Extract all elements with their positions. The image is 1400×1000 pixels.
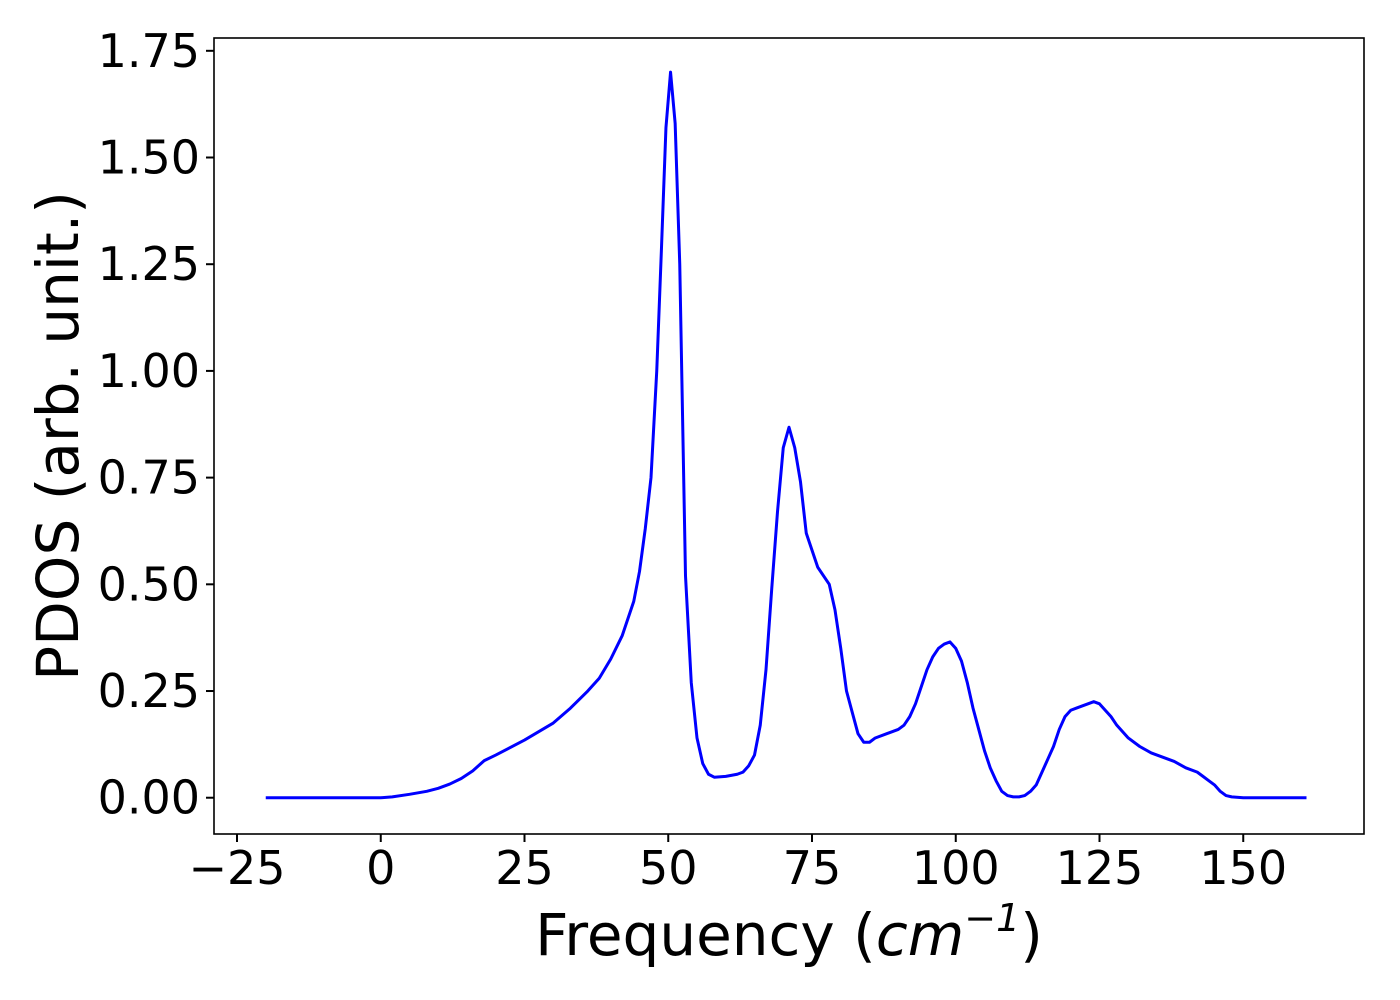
y-tick-label: 1.50 <box>98 131 200 185</box>
y-tick-label: 1.25 <box>98 237 200 291</box>
x-axis-label-unit: cm <box>876 901 964 969</box>
y-tick-label: 0.50 <box>98 557 200 611</box>
x-tick-label: 125 <box>1056 841 1144 895</box>
y-axis-ticks: 0.00 0.25 0.50 0.75 1.00 1.25 1.50 1.75 <box>98 24 214 825</box>
y-tick-label: 0.00 <box>98 771 200 825</box>
x-tick-label: −25 <box>188 841 285 895</box>
y-axis-label: PDOS (arb. unit.) <box>24 191 92 681</box>
x-tick-label: 50 <box>639 841 698 895</box>
x-axis-label-text: Frequency ( <box>535 901 876 969</box>
x-tick-label: 150 <box>1199 841 1287 895</box>
y-tick-label: 1.00 <box>98 344 200 398</box>
x-axis-label: Frequency (cm−1) <box>535 896 1043 969</box>
plot-frame <box>213 37 1365 835</box>
y-tick-label: 0.75 <box>98 451 200 505</box>
x-axis-label-exponent: −1 <box>964 896 1020 940</box>
x-tick-label: 75 <box>783 841 842 895</box>
x-tick-label: 0 <box>366 841 395 895</box>
x-axis-ticks: −25 0 25 50 75 100 125 150 <box>188 834 1287 895</box>
x-tick-label: 100 <box>912 841 1000 895</box>
x-tick-label: 25 <box>495 841 554 895</box>
y-tick-label: 0.25 <box>98 664 200 718</box>
series-line <box>265 70 1307 800</box>
y-tick-label: 1.75 <box>98 24 200 78</box>
x-axis-label-close: ) <box>1020 901 1043 969</box>
